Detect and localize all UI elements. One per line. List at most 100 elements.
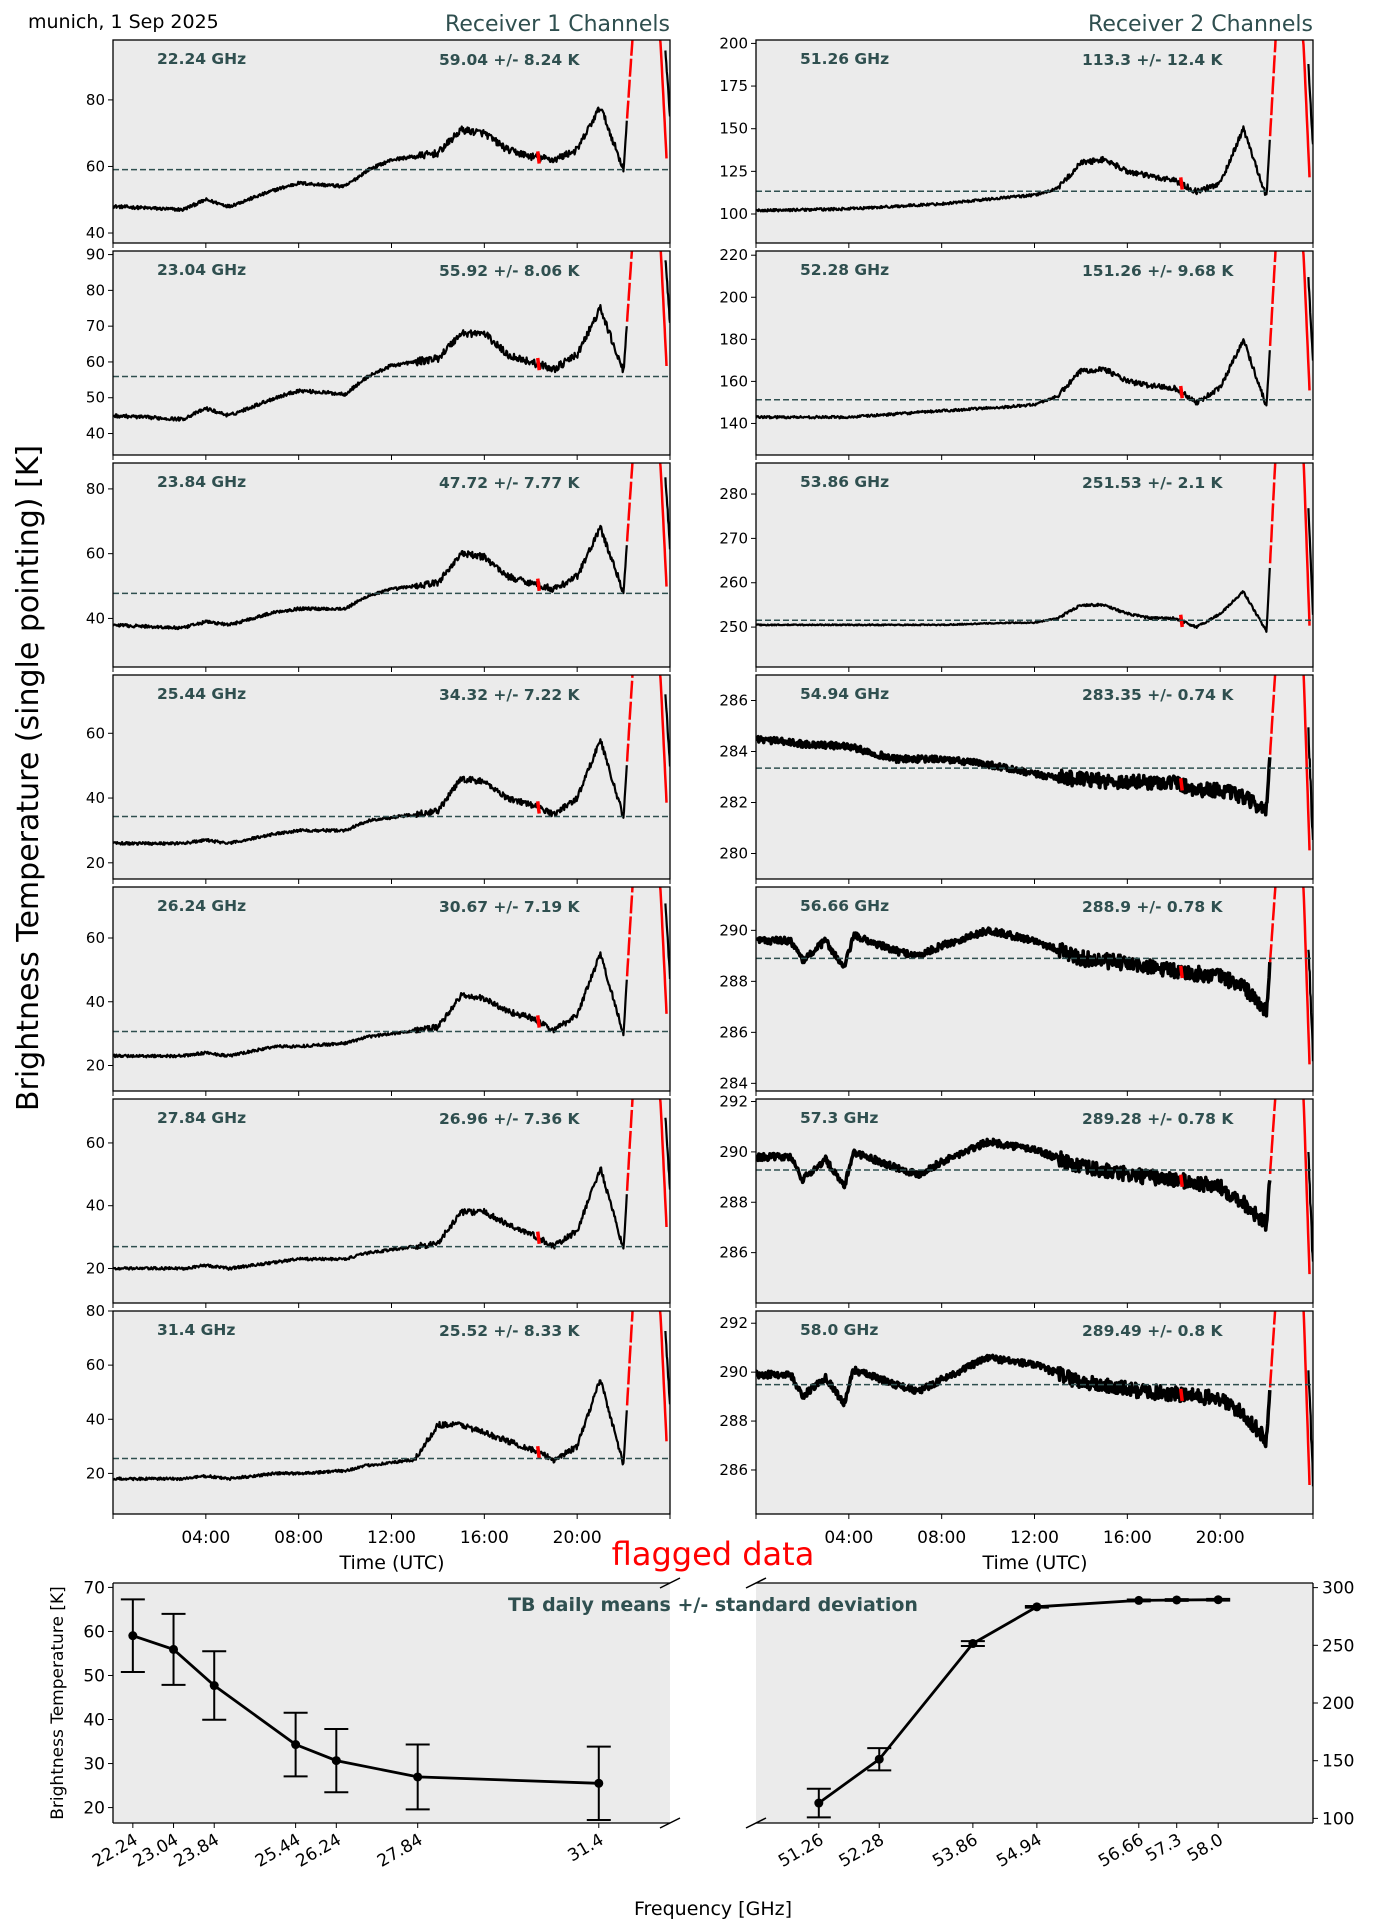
panel-5494: 280 282 284 286 54.94 GHz 283.35 +/- 0.74 K xyxy=(719,674,1314,884)
frequency-label: 52.28 GHz xyxy=(800,261,889,279)
y-tick-label: 60 xyxy=(86,157,105,175)
y-tick-label: 200 xyxy=(719,34,748,52)
panel-573: 286 288 290 292 57.3 GHz 289.28 +/- 0.78 K xyxy=(719,1093,1314,1308)
flagged-marker xyxy=(1178,778,1184,791)
y-tick-label: 50 xyxy=(86,389,105,407)
panel-background xyxy=(113,40,670,243)
flagged-segment xyxy=(1302,675,1311,851)
x-tick-label: 20:00 xyxy=(1196,1528,1245,1548)
data-point xyxy=(1134,1595,1144,1605)
y-tick-label: 300 xyxy=(1322,1579,1354,1599)
y-tick-label: 40 xyxy=(86,609,105,627)
receiver1-xlabel: Time (UTC) xyxy=(338,1552,444,1574)
mean-std-label: 30.67 +/- 7.19 K xyxy=(439,898,581,916)
panel-580: 286 288 290 292 58.0 GHz 289.49 +/- 0.8 K xyxy=(719,1310,1314,1519)
panel-2624: 20 40 60 26.24 GHz 30.67 +/- 7.19 K xyxy=(86,886,671,1096)
panel-background xyxy=(756,1099,1313,1303)
flagged-segment xyxy=(1268,675,1277,755)
x-tick-label: 57.3 xyxy=(1142,1830,1185,1866)
x-tick-label: 22.24 xyxy=(89,1830,141,1872)
flagged-segment xyxy=(1302,1311,1311,1486)
location-date-label: munich, 1 Sep 2025 xyxy=(28,11,219,33)
data-point xyxy=(209,1681,219,1691)
main-ylabel: Brightness Temperature (single pointing)… xyxy=(11,445,46,1111)
flagged-segment xyxy=(1302,887,1311,1065)
frequency-label: 26.24 GHz xyxy=(157,897,246,915)
y-tick-label: 160 xyxy=(719,372,748,390)
frequency-label: 54.94 GHz xyxy=(800,685,889,703)
panel-2304: 40 50 60 70 80 90 23.04 GHz 55.92 +/- 8.06 K xyxy=(86,246,671,460)
frequency-label: 23.84 GHz xyxy=(157,473,246,491)
frequency-label: 23.04 GHz xyxy=(157,261,246,279)
flagged-segment xyxy=(658,1099,668,1228)
right-axes: 100 150 200 250 300 51.26 52.28 53.86 54.94 56.66… xyxy=(745,1577,1354,1872)
axis-break-mark xyxy=(659,1577,681,1589)
flagged-marker xyxy=(535,578,541,592)
x-tick-label: 26.24 xyxy=(293,1830,345,1872)
series-line-tail xyxy=(664,477,670,550)
series-line-tail xyxy=(664,50,670,117)
mean-std-label: 26.96 +/- 7.36 K xyxy=(439,1110,581,1128)
series-line-tail xyxy=(1307,63,1313,145)
axes-background xyxy=(113,1583,670,1823)
x-tick-label: 23.84 xyxy=(171,1830,223,1872)
frequency-label: 51.26 GHz xyxy=(800,50,889,68)
panel-background xyxy=(113,1099,670,1303)
flagged-marker xyxy=(1178,965,1184,979)
flagged-segment xyxy=(625,251,634,322)
y-tick-label: 140 xyxy=(719,414,748,432)
y-tick-label: 284 xyxy=(719,743,748,761)
flagged-segment xyxy=(625,40,634,119)
panel-background xyxy=(756,463,1313,667)
y-tick-label: 175 xyxy=(719,77,748,95)
flagged-marker xyxy=(535,801,541,814)
timeseries-panels: 40 60 80 22.24 GHz 59.04 +/- 8.24 K 40 50 60 70 8… xyxy=(86,34,1314,1548)
series-group xyxy=(113,40,670,212)
panel-2544: 20 40 60 25.44 GHz 34.32 +/- 7.22 K xyxy=(86,674,671,884)
bottom-ylabel: Brightness Temperature [K] xyxy=(48,1586,68,1819)
mean-std-label: 25.52 +/- 8.33 K xyxy=(439,1322,581,1340)
frequency-label: 25.44 GHz xyxy=(157,685,246,703)
series-line-tail xyxy=(1307,508,1313,615)
frequency-label: 57.3 GHz xyxy=(800,1109,878,1127)
x-tick-label: 58.0 xyxy=(1184,1830,1227,1866)
flagged-segment xyxy=(658,1311,668,1442)
x-tick-label: 16:00 xyxy=(1103,1528,1152,1548)
flagged-segment xyxy=(1268,1099,1277,1174)
panel-5126: 100 125 150 175 200 51.26 GHz 113.3 +/- 12.4 K xyxy=(719,34,1314,248)
series-line-tail xyxy=(664,1117,670,1190)
y-tick-label: 284 xyxy=(719,1074,748,1092)
panel-314: 20 40 60 80 31.4 GHz 25.52 +/- 8.33 K xyxy=(86,1302,671,1519)
panel-background xyxy=(756,675,1313,879)
x-tick-label: 54.94 xyxy=(993,1830,1045,1872)
flagged-segment xyxy=(658,40,668,159)
x-tick-label: 04:00 xyxy=(181,1528,230,1548)
frequency-label: 27.84 GHz xyxy=(157,1109,246,1127)
panel-background xyxy=(756,40,1313,243)
y-tick-label: 150 xyxy=(1322,1752,1354,1772)
x-tick-label: 20:00 xyxy=(553,1528,602,1548)
frequency-label: 58.0 GHz xyxy=(800,1321,878,1339)
series-line-tail xyxy=(664,903,670,980)
flagged-segment xyxy=(1301,251,1311,391)
y-tick-label: 60 xyxy=(86,353,105,371)
series-group xyxy=(756,887,1313,1065)
panel-2384: 40 60 80 23.84 GHz 47.72 +/- 7.77 K xyxy=(86,462,671,672)
y-tick-label: 70 xyxy=(83,1578,105,1598)
y-tick-label: 30 xyxy=(83,1755,105,1775)
series-group xyxy=(113,675,670,846)
series-line xyxy=(756,125,1271,213)
panel-background xyxy=(756,887,1313,1091)
frequency-label: 31.4 GHz xyxy=(157,1321,235,1339)
y-tick-label: 286 xyxy=(719,1023,748,1041)
frequency-label: 53.86 GHz xyxy=(800,473,889,491)
y-tick-label: 100 xyxy=(719,205,748,223)
series-line xyxy=(756,567,1271,633)
y-tick-label: 280 xyxy=(719,485,748,503)
y-tick-label: 100 xyxy=(1322,1809,1354,1829)
series-line xyxy=(113,106,628,212)
flagged-segment xyxy=(1302,463,1311,626)
flagged-data-label: flagged data xyxy=(612,1535,815,1573)
